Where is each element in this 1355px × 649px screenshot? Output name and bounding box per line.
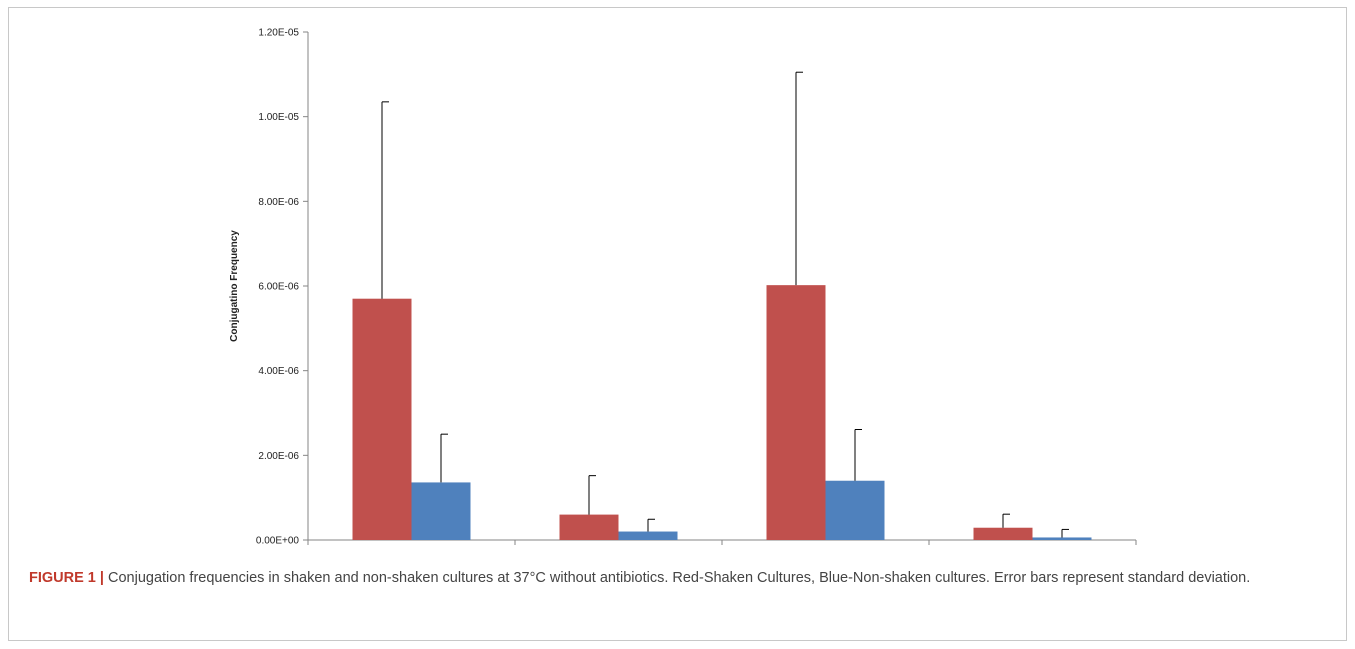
bar — [618, 531, 678, 540]
figure-caption: FIGURE 1 | Conjugation frequencies in sh… — [29, 567, 1339, 589]
y-tick-label: 6.00E-06 — [258, 282, 299, 293]
bar — [766, 285, 826, 540]
figure-frame: 0.00E+00 2.00E-06 4.00E-06 6.00E-06 8.00E-06… — [8, 7, 1347, 641]
y-tick-label: 1.20E-05 — [258, 28, 299, 39]
bar — [559, 514, 619, 540]
bar — [352, 298, 412, 540]
y-tick-label: 1.00E-05 — [258, 112, 299, 123]
y-tick-label: 2.00E-06 — [258, 451, 299, 462]
figure-separator: | — [99, 570, 104, 586]
y-tick-label: 0.00E+00 — [256, 536, 300, 547]
y-tick-label: 8.00E-06 — [258, 197, 299, 208]
bar — [411, 482, 471, 540]
y-axis-title: Conjugatino Frequency — [229, 230, 240, 342]
bar — [1032, 537, 1092, 540]
figure-label: FIGURE 1 — [29, 570, 96, 586]
caption-text: Conjugation frequencies in shaken and no… — [108, 570, 1251, 586]
bar — [973, 527, 1033, 540]
bar — [825, 480, 885, 540]
y-tick-label: 4.00E-06 — [258, 366, 299, 377]
bar-chart: 0.00E+00 2.00E-06 4.00E-06 6.00E-06 8.00E-06… — [229, 28, 1137, 547]
